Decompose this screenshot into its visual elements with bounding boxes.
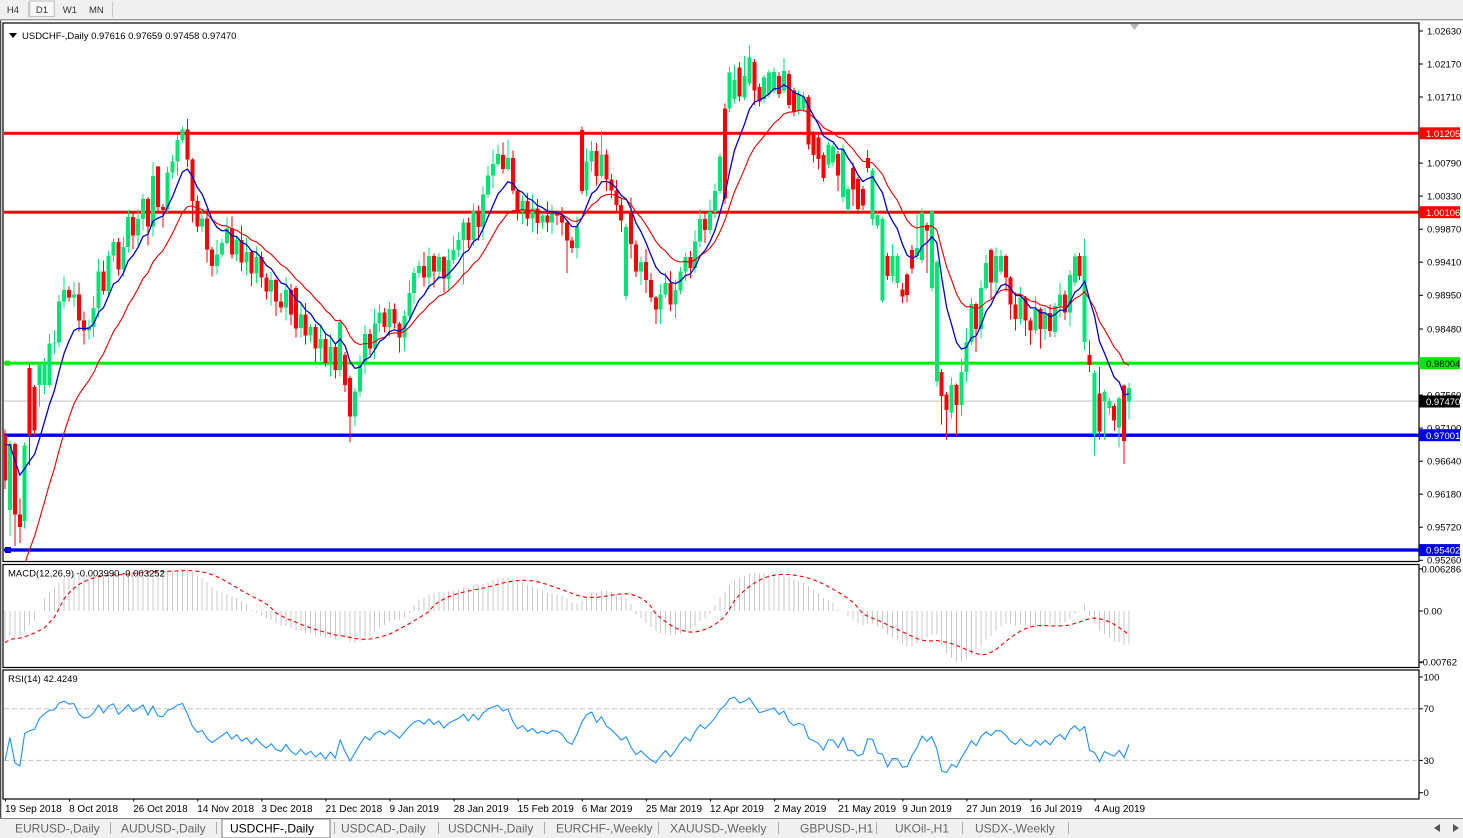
svg-text:25 Mar 2019: 25 Mar 2019 [646,804,703,815]
svg-text:0.95260: 0.95260 [1427,556,1461,567]
svg-text:30: 30 [1424,756,1435,767]
svg-text:8 Oct 2018: 8 Oct 2018 [69,804,118,815]
svg-text:0.98950: 0.98950 [1427,291,1461,302]
svg-text:3 Dec 2018: 3 Dec 2018 [261,804,313,815]
svg-text:1.00330: 1.00330 [1427,192,1461,203]
svg-text:9 Jan 2019: 9 Jan 2019 [390,804,440,815]
svg-text:UKOil-,H1: UKOil-,H1 [895,822,949,836]
svg-text:1.02170: 1.02170 [1427,59,1461,70]
svg-text:21 Dec 2018: 21 Dec 2018 [326,804,383,815]
svg-text:1.00790: 1.00790 [1427,159,1461,170]
svg-text:EURCHF-,Weekly: EURCHF-,Weekly [556,822,652,836]
svg-text:EURUSD-,Daily: EURUSD-,Daily [15,822,100,836]
svg-text:1.00106: 1.00106 [1426,208,1460,219]
svg-text:27 Jun 2019: 27 Jun 2019 [966,804,1021,815]
svg-text:0: 0 [1424,788,1429,799]
svg-text:26 Oct 2018: 26 Oct 2018 [133,804,188,815]
svg-text:0.96640: 0.96640 [1427,457,1461,468]
svg-text:19 Sep 2018: 19 Sep 2018 [5,804,62,815]
svg-text:0.97001: 0.97001 [1426,431,1460,442]
svg-text:USDCHF-,Daily: USDCHF-,Daily [230,822,314,836]
svg-text:USDCNH-,Daily: USDCNH-,Daily [448,822,533,836]
svg-text:15 Feb 2019: 15 Feb 2019 [518,804,575,815]
svg-text:14 Nov 2018: 14 Nov 2018 [197,804,254,815]
svg-text:MACD(12,26,9) -0.003990 -0.003: MACD(12,26,9) -0.003990 -0.003252 [8,569,165,580]
svg-text:21 May 2019: 21 May 2019 [838,804,896,815]
svg-text:1.01710: 1.01710 [1427,92,1461,103]
svg-text:28 Jan 2019: 28 Jan 2019 [454,804,509,815]
svg-text:MN: MN [89,5,104,16]
svg-text:0.00: 0.00 [1424,606,1443,617]
svg-text:GBPUSD-,H1: GBPUSD-,H1 [800,822,874,836]
svg-text:0.006286: 0.006286 [1422,564,1462,575]
svg-text:-0.00762: -0.00762 [1420,657,1458,668]
svg-text:W1: W1 [63,5,77,16]
svg-text:0.95720: 0.95720 [1427,523,1461,534]
svg-text:H4: H4 [7,5,19,16]
svg-text:4 Aug 2019: 4 Aug 2019 [1095,804,1146,815]
svg-text:D1: D1 [36,5,48,16]
svg-text:USDCAD-,Daily: USDCAD-,Daily [341,822,426,836]
svg-text:0.98004: 0.98004 [1426,359,1460,370]
svg-text:AUDUSD-,Daily: AUDUSD-,Daily [121,822,206,836]
svg-text:70: 70 [1424,704,1435,715]
svg-text:12 Apr 2019: 12 Apr 2019 [710,804,764,815]
svg-text:16 Jul 2019: 16 Jul 2019 [1030,804,1082,815]
svg-text:6 Mar 2019: 6 Mar 2019 [582,804,633,815]
svg-text:1.02630: 1.02630 [1427,26,1461,37]
svg-text:100: 100 [1424,672,1440,683]
svg-text:9 Jun 2019: 9 Jun 2019 [902,804,952,815]
svg-text:0.97470: 0.97470 [1426,397,1460,408]
svg-text:1.01205: 1.01205 [1426,129,1460,140]
svg-text:0.99410: 0.99410 [1427,258,1461,269]
svg-text:0.99870: 0.99870 [1427,225,1461,236]
svg-text:USDX-,Weekly: USDX-,Weekly [975,822,1055,836]
svg-text:2 May 2019: 2 May 2019 [774,804,827,815]
svg-text:RSI(14) 42.4249: RSI(14) 42.4249 [8,674,78,685]
svg-text:0.96180: 0.96180 [1427,490,1461,501]
svg-text:USDCHF-,Daily 0.97616 0.97659: USDCHF-,Daily 0.97616 0.97659 0.97458 0.… [22,31,236,42]
svg-text:0.97100: 0.97100 [1427,424,1461,435]
svg-text:XAUUSD-,Weekly: XAUUSD-,Weekly [670,822,766,836]
svg-text:0.95402: 0.95402 [1426,546,1460,557]
svg-text:0.98480: 0.98480 [1427,324,1461,335]
